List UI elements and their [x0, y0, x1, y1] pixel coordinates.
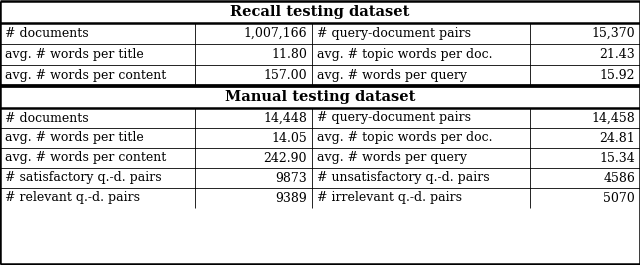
- Text: 14,458: 14,458: [591, 112, 635, 125]
- Text: 1,007,166: 1,007,166: [243, 27, 307, 40]
- Text: 15,370: 15,370: [591, 27, 635, 40]
- Text: 15.34: 15.34: [599, 152, 635, 165]
- Text: # query-document pairs: # query-document pairs: [317, 112, 471, 125]
- Text: avg. # words per content: avg. # words per content: [5, 69, 166, 82]
- Text: # query-document pairs: # query-document pairs: [317, 27, 471, 40]
- Text: # irrelevant q.-d. pairs: # irrelevant q.-d. pairs: [317, 192, 462, 205]
- Text: Recall testing dataset: Recall testing dataset: [230, 5, 410, 19]
- Text: 14.05: 14.05: [271, 131, 307, 144]
- Text: Manual testing dataset: Manual testing dataset: [225, 90, 415, 104]
- Text: 4586: 4586: [603, 171, 635, 184]
- Text: 11.80: 11.80: [271, 48, 307, 61]
- Text: 14,448: 14,448: [263, 112, 307, 125]
- Text: avg. # words per title: avg. # words per title: [5, 131, 144, 144]
- Text: 9389: 9389: [275, 192, 307, 205]
- Text: avg. # words per content: avg. # words per content: [5, 152, 166, 165]
- Text: 15.92: 15.92: [600, 69, 635, 82]
- Text: avg. # words per query: avg. # words per query: [317, 69, 467, 82]
- Text: # satisfactory q.-d. pairs: # satisfactory q.-d. pairs: [5, 171, 162, 184]
- Text: avg. # topic words per doc.: avg. # topic words per doc.: [317, 48, 493, 61]
- Text: avg. # words per query: avg. # words per query: [317, 152, 467, 165]
- Text: # relevant q.-d. pairs: # relevant q.-d. pairs: [5, 192, 140, 205]
- Text: # unsatisfactory q.-d. pairs: # unsatisfactory q.-d. pairs: [317, 171, 490, 184]
- Text: 157.00: 157.00: [264, 69, 307, 82]
- Text: 21.43: 21.43: [599, 48, 635, 61]
- Text: avg. # topic words per doc.: avg. # topic words per doc.: [317, 131, 493, 144]
- Text: # documents: # documents: [5, 112, 88, 125]
- Text: 24.81: 24.81: [599, 131, 635, 144]
- Text: 9873: 9873: [275, 171, 307, 184]
- Text: avg. # words per title: avg. # words per title: [5, 48, 144, 61]
- Text: # documents: # documents: [5, 27, 88, 40]
- Text: 5070: 5070: [604, 192, 635, 205]
- Text: 242.90: 242.90: [264, 152, 307, 165]
